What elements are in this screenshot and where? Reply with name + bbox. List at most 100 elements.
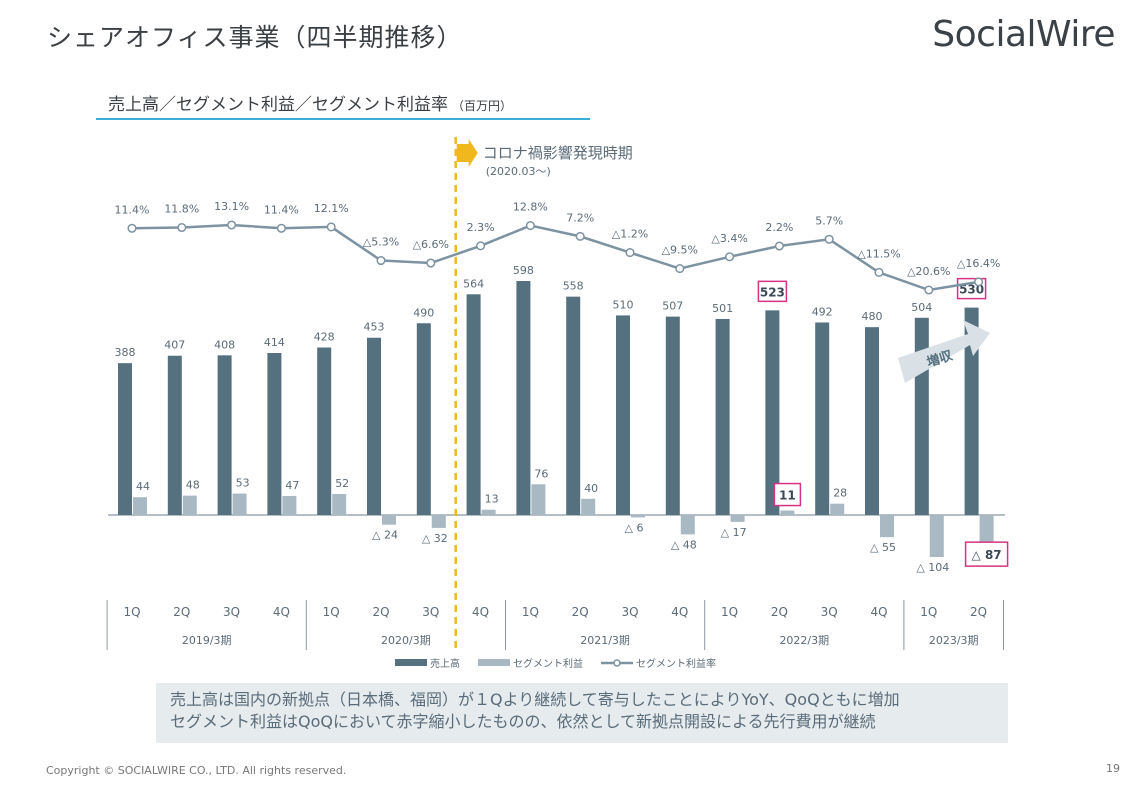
- rate-data-label: △5.3%: [363, 235, 399, 248]
- chart-unit: （百万円）: [452, 99, 513, 113]
- legend-swatch-sales: [395, 659, 427, 666]
- sales-bar: [317, 347, 332, 515]
- sales-data-label: 523: [760, 285, 785, 299]
- rate-point: [476, 241, 486, 251]
- sales-bar: [516, 281, 531, 515]
- sales-bar: [416, 323, 431, 515]
- profit-bar: [581, 498, 596, 515]
- quarter-tick-label: 3Q: [223, 605, 240, 619]
- profit-data-label: △ 32: [422, 532, 448, 545]
- rate-data-label: △11.5%: [857, 247, 900, 260]
- rate-point: [725, 252, 735, 262]
- quarter-tick-label: 1Q: [920, 605, 937, 619]
- sales-data-label: 388: [115, 346, 136, 359]
- rate-point: [127, 223, 137, 233]
- sales-data-label: 408: [214, 338, 235, 351]
- fiscal-year-label: 2021/3期: [580, 634, 630, 647]
- page-title: シェアオフィス事業（四半期推移）: [47, 23, 463, 52]
- profit-bar: [431, 515, 446, 528]
- combo-chart: コロナ禍影響発現時期 (2020.03〜) 388 407 408 414 428 453 49…: [106, 137, 1009, 650]
- profit-bar: [531, 484, 546, 515]
- profit-data-label: △ 24: [372, 529, 398, 542]
- sales-data-label: 598: [513, 264, 534, 277]
- quarter-tick-label: 3Q: [821, 605, 838, 619]
- legend-item-profit: セグメント利益: [478, 655, 583, 670]
- profit-data-label: 11: [779, 489, 796, 503]
- rate-data-label: 12.8%: [513, 201, 548, 214]
- rate-point: [974, 277, 984, 287]
- profit-bar: [979, 515, 994, 551]
- sales-bar: [616, 315, 630, 515]
- quarter-tick-label: 1Q: [721, 605, 738, 619]
- rate-data-label: △3.4%: [711, 232, 747, 245]
- rate-point: [675, 264, 685, 274]
- rate-data-label: △9.5%: [662, 244, 698, 257]
- rate-point: [824, 234, 834, 244]
- quarter-tick-label: 4Q: [472, 605, 489, 619]
- rate-data-label: △20.6%: [907, 265, 950, 278]
- covid-arrow-icon: [456, 139, 478, 167]
- profit-bar: [780, 510, 795, 515]
- profit-bar: [182, 495, 197, 515]
- quarter-tick-label: 1Q: [123, 605, 140, 619]
- profit-data-label: 52: [335, 477, 349, 490]
- fiscal-year-label: 2023/3期: [929, 634, 979, 647]
- profit-data-label: 76: [534, 467, 548, 480]
- profit-data-label: △ 104: [916, 561, 949, 574]
- profit-data-label: 53: [236, 477, 250, 490]
- sales-data-label: 558: [563, 280, 584, 293]
- profit-data-label: 48: [186, 479, 200, 492]
- sales-bar: [815, 322, 830, 515]
- profit-bar: [282, 496, 297, 515]
- page-number: 19: [1106, 762, 1120, 775]
- rate-data-label: 11.4%: [264, 203, 299, 216]
- sales-data-label: 501: [712, 302, 733, 315]
- profit-bar: [232, 493, 247, 515]
- sales-bar: [367, 337, 381, 515]
- sales-data-label: 407: [164, 339, 185, 352]
- sales-data-label: 490: [413, 306, 434, 319]
- rate-data-label: △6.6%: [413, 238, 449, 251]
- profit-bar: [382, 515, 396, 525]
- sales-bar: [765, 310, 780, 515]
- sales-bar: [466, 294, 481, 515]
- profit-data-label: 44: [136, 480, 150, 493]
- quarter-tick-label: 2Q: [771, 605, 788, 619]
- rate-data-label: 12.1%: [314, 202, 349, 215]
- rate-data-label: 2.2%: [765, 221, 793, 234]
- rate-point: [326, 222, 336, 232]
- quarter-tick-label: 4Q: [870, 605, 887, 619]
- rate-point: [625, 248, 635, 258]
- profit-data-label: △ 87: [972, 548, 1002, 562]
- copyright: Copyright © SOCIALWIRE CO., LTD. All rig…: [46, 764, 347, 777]
- summary-note: 売上高は国内の新拠点（日本橋、福岡）が１Qより継続して寄与したことによりYoY、…: [156, 683, 1008, 743]
- sales-data-label: 507: [662, 300, 683, 313]
- quarter-tick-label: 2Q: [970, 605, 987, 619]
- profit-data-label: △ 55: [870, 541, 896, 554]
- covid-date-label: (2020.03〜): [486, 165, 551, 178]
- chart-subtitle: 売上高／セグメント利益／セグメント利益率 （百万円）: [108, 90, 512, 115]
- rate-data-label: △1.2%: [612, 228, 648, 241]
- rate-point: [276, 223, 286, 233]
- profit-highlight-box: [773, 482, 802, 507]
- legend-label-profit: セグメント利益: [513, 659, 583, 670]
- sales-data-label: 564: [463, 277, 484, 290]
- quarter-tick-label: 4Q: [671, 605, 688, 619]
- profit-bar: [929, 515, 944, 558]
- sales-bar: [715, 318, 730, 515]
- quarter-tick-label: 4Q: [273, 605, 290, 619]
- rate-point: [525, 221, 535, 231]
- rate-point: [874, 267, 884, 277]
- summary-note-line-1: 売上高は国内の新拠点（日本橋、福岡）が１Qより継続して寄与したことによりYoY、…: [170, 690, 900, 709]
- legend-label-sales: 売上高: [430, 659, 460, 670]
- quarter-tick-label: 1Q: [522, 605, 539, 619]
- rate-data-label: 11.4%: [115, 203, 150, 216]
- rate-data-label: 13.1%: [214, 200, 249, 213]
- summary-note-line-2: セグメント利益はQoQにおいて赤字縮小したものの、依然として新拠点開設による先行…: [170, 712, 876, 731]
- profit-bar: [332, 493, 347, 515]
- chart-legend: 売上高 セグメント利益 セグメント利益率: [395, 655, 734, 670]
- fiscal-year-label: 2020/3期: [381, 634, 431, 647]
- profit-data-label: △ 6: [625, 521, 644, 534]
- profit-bar: [631, 515, 645, 518]
- sales-data-label: 453: [364, 321, 385, 334]
